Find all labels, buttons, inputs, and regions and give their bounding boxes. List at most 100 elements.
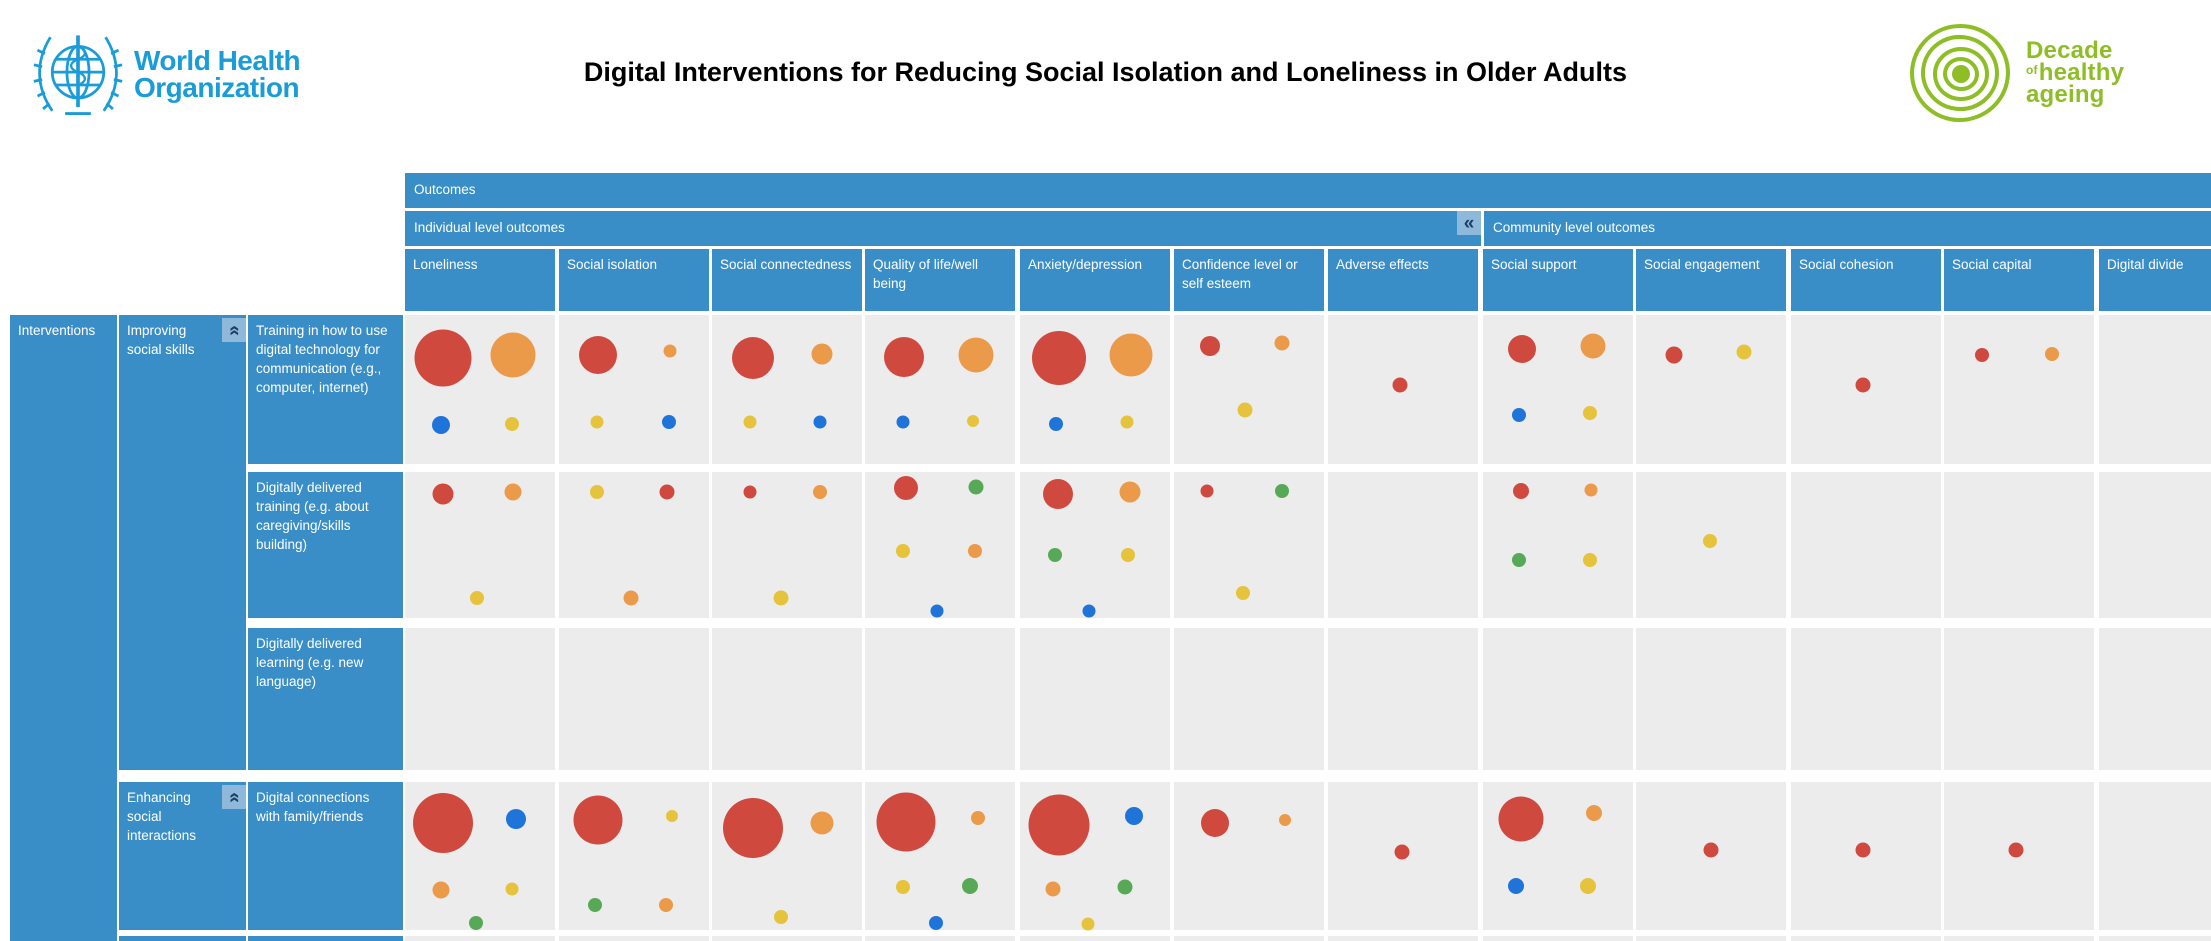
evidence-bubble[interactable] xyxy=(1394,844,1409,860)
evidence-bubble[interactable] xyxy=(722,797,783,858)
evidence-bubble[interactable] xyxy=(1703,842,1719,858)
evidence-bubble[interactable] xyxy=(1121,548,1135,563)
evidence-bubble[interactable] xyxy=(623,590,639,606)
evidence-bubble[interactable] xyxy=(895,880,910,895)
evidence-bubble[interactable] xyxy=(1512,552,1526,567)
evidence-bubble[interactable] xyxy=(810,811,833,835)
evidence-bubble[interactable] xyxy=(811,343,832,365)
evidence-bubble[interactable] xyxy=(1200,809,1229,838)
evidence-bubble[interactable] xyxy=(1200,484,1214,498)
evidence-bubble[interactable] xyxy=(1512,407,1526,422)
evidence-bubble[interactable] xyxy=(658,897,673,912)
evidence-bubble[interactable] xyxy=(412,793,473,854)
evidence-bubble[interactable] xyxy=(774,909,788,924)
evidence-bubble[interactable] xyxy=(589,485,604,500)
evidence-bubble[interactable] xyxy=(1042,478,1073,509)
evidence-bubble[interactable] xyxy=(813,485,827,500)
evidence-bubble[interactable] xyxy=(1200,336,1220,357)
matrix-cell xyxy=(865,782,1015,930)
evidence-bubble[interactable] xyxy=(743,485,756,499)
evidence-bubble[interactable] xyxy=(893,476,918,501)
evidence-bubble[interactable] xyxy=(1028,794,1090,856)
evidence-bubble[interactable] xyxy=(1032,331,1086,386)
collapse-columns-button[interactable]: « xyxy=(1457,211,1481,235)
evidence-bubble[interactable] xyxy=(1045,881,1061,897)
evidence-bubble[interactable] xyxy=(970,810,985,825)
evidence-bubble[interactable] xyxy=(930,604,944,618)
evidence-bubble[interactable] xyxy=(573,795,623,845)
evidence-bubble[interactable] xyxy=(432,881,450,899)
evidence-bubble[interactable] xyxy=(661,415,676,430)
evidence-bubble[interactable] xyxy=(1047,548,1062,563)
evidence-bubble[interactable] xyxy=(968,479,984,495)
evidence-bubble[interactable] xyxy=(432,483,453,505)
evidence-bubble[interactable] xyxy=(414,329,471,387)
evidence-bubble[interactable] xyxy=(884,336,924,377)
evidence-bubble[interactable] xyxy=(967,543,982,558)
evidence-bubble[interactable] xyxy=(432,416,450,435)
row-label-sliver xyxy=(248,936,403,941)
evidence-bubble[interactable] xyxy=(590,415,603,429)
evidence-bubble[interactable] xyxy=(1508,877,1524,894)
collapse-group-button[interactable]: « xyxy=(222,785,246,809)
evidence-bubble[interactable] xyxy=(659,484,675,500)
evidence-bubble[interactable] xyxy=(1275,483,1289,498)
evidence-bubble[interactable] xyxy=(663,344,677,358)
evidence-bubble[interactable] xyxy=(506,809,526,829)
evidence-bubble[interactable] xyxy=(579,336,617,375)
evidence-bubble[interactable] xyxy=(1736,344,1752,360)
evidence-bubble[interactable] xyxy=(504,416,519,431)
evidence-bubble[interactable] xyxy=(1702,533,1717,548)
evidence-bubble[interactable] xyxy=(665,810,678,823)
evidence-bubble[interactable] xyxy=(1512,482,1529,499)
evidence-bubble[interactable] xyxy=(1498,796,1543,842)
evidence-bubble[interactable] xyxy=(1082,604,1096,618)
evidence-bubble[interactable] xyxy=(1580,877,1596,894)
evidence-bubble[interactable] xyxy=(490,332,536,378)
evidence-bubble[interactable] xyxy=(1855,842,1871,858)
evidence-bubble[interactable] xyxy=(1974,348,1989,363)
matrix-cell-sliver xyxy=(2099,936,2211,941)
evidence-bubble[interactable] xyxy=(1665,346,1682,364)
evidence-bubble[interactable] xyxy=(2045,346,2059,361)
evidence-bubble[interactable] xyxy=(876,792,935,852)
evidence-bubble[interactable] xyxy=(1109,333,1153,377)
evidence-bubble[interactable] xyxy=(588,897,602,912)
evidence-bubble[interactable] xyxy=(1237,402,1252,418)
evidence-bubble[interactable] xyxy=(773,590,789,606)
matrix-cell xyxy=(405,315,555,464)
evidence-bubble[interactable] xyxy=(967,414,979,427)
evidence-bubble[interactable] xyxy=(504,483,522,501)
evidence-bubble[interactable] xyxy=(1586,805,1602,822)
evidence-bubble[interactable] xyxy=(1582,552,1597,567)
evidence-bubble[interactable] xyxy=(1049,416,1063,431)
collapse-group-button[interactable]: « xyxy=(222,318,246,342)
evidence-bubble[interactable] xyxy=(1508,335,1536,364)
matrix-cell-sliver xyxy=(559,936,709,941)
evidence-bubble[interactable] xyxy=(896,415,909,429)
evidence-bubble[interactable] xyxy=(813,415,827,429)
evidence-bubble[interactable] xyxy=(1274,335,1290,351)
evidence-bubble[interactable] xyxy=(468,915,483,930)
evidence-bubble[interactable] xyxy=(2008,842,2024,858)
evidence-bubble[interactable] xyxy=(1117,879,1133,895)
evidence-bubble[interactable] xyxy=(962,877,978,894)
evidence-bubble[interactable] xyxy=(1855,377,1871,393)
evidence-bubble[interactable] xyxy=(928,915,943,930)
evidence-bubble[interactable] xyxy=(505,882,518,896)
evidence-bubble[interactable] xyxy=(743,415,756,429)
evidence-bubble[interactable] xyxy=(1584,483,1598,497)
evidence-bubble[interactable] xyxy=(1392,377,1408,393)
evidence-bubble[interactable] xyxy=(1236,586,1250,601)
evidence-bubble[interactable] xyxy=(958,337,994,373)
evidence-bubble[interactable] xyxy=(1119,481,1140,503)
evidence-bubble[interactable] xyxy=(895,543,910,558)
evidence-bubble[interactable] xyxy=(470,590,484,605)
evidence-bubble[interactable] xyxy=(1120,415,1133,429)
evidence-bubble[interactable] xyxy=(1125,807,1143,826)
evidence-bubble[interactable] xyxy=(1580,333,1605,359)
evidence-bubble[interactable] xyxy=(731,337,774,380)
evidence-bubble[interactable] xyxy=(1279,814,1291,827)
evidence-bubble[interactable] xyxy=(1582,406,1597,421)
evidence-bubble[interactable] xyxy=(1081,917,1094,931)
